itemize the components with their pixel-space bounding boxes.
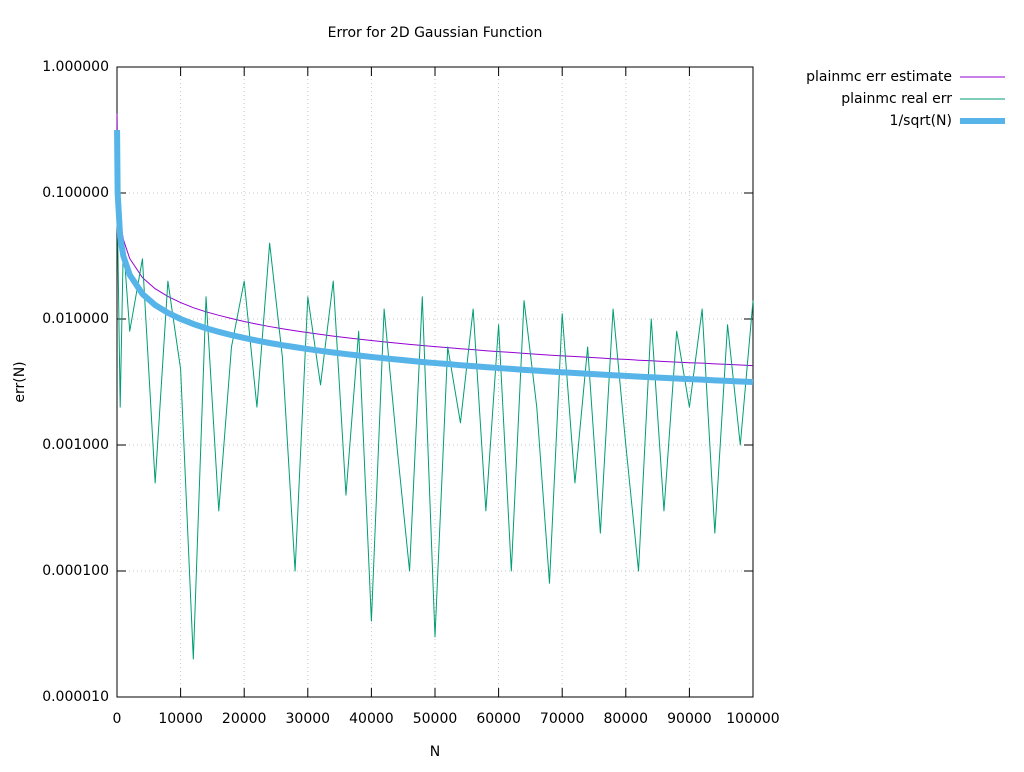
y-tick-label: 0.001000 [42, 437, 109, 453]
y-axis-label: err(N) [12, 361, 28, 402]
x-tick-label: 20000 [222, 711, 267, 727]
x-tick-label: 100000 [726, 711, 779, 727]
plot-frame [116, 66, 754, 698]
x-tick-label: 40000 [349, 711, 394, 727]
series-line [116, 113, 754, 367]
legend-label: plainmc real err [841, 91, 952, 107]
y-tick-label: 0.010000 [42, 311, 109, 327]
x-tick-label: 10000 [158, 711, 203, 727]
x-tick-label: 30000 [286, 711, 331, 727]
y-tick-label: 0.100000 [42, 185, 109, 201]
x-tick-label: 90000 [667, 711, 712, 727]
series-line [114, 130, 754, 386]
y-tick-label: 0.000100 [42, 563, 109, 579]
x-tick-label: 60000 [476, 711, 521, 727]
x-tick-label: 50000 [413, 711, 458, 727]
x-axis-label: N [430, 744, 440, 760]
x-tick-label: 70000 [540, 711, 585, 727]
chart-title: Error for 2D Gaussian Function [328, 25, 543, 41]
legend-label: 1/sqrt(N) [890, 113, 952, 129]
series-line [116, 132, 754, 660]
legend-label: plainmc err estimate [806, 69, 952, 85]
y-tick-label: 0.000010 [42, 689, 109, 705]
x-tick-label: 0 [113, 711, 122, 727]
x-tick-label: 80000 [604, 711, 649, 727]
y-tick-label: 1.000000 [42, 59, 109, 75]
